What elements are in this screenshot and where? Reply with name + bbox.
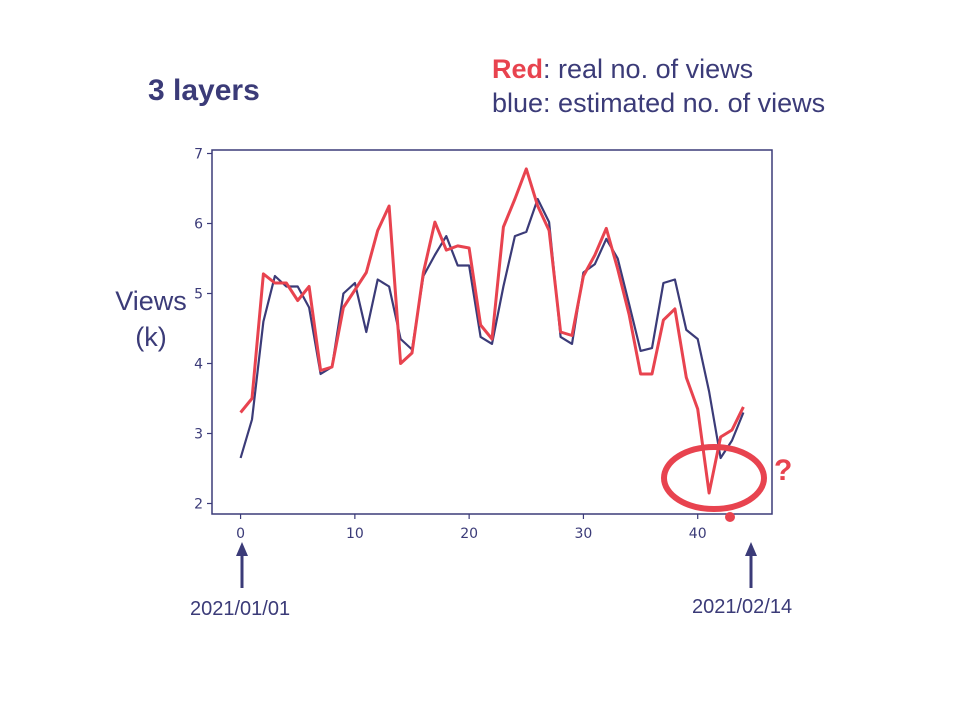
legend-red-text: : real no. of views (543, 54, 754, 84)
y-axis-label-line2: (k) (135, 322, 167, 352)
y-tick-label: 6 (194, 217, 203, 233)
series-lines (239, 167, 745, 495)
y-tick-label: 2 (194, 497, 203, 513)
legend-red-entry: Red: real no. of views (492, 52, 825, 86)
x-tick-label: 10 (346, 526, 364, 542)
question-mark: ? (774, 454, 793, 487)
x-tick-label: 30 (575, 526, 593, 542)
start-arrow (236, 542, 248, 588)
legend: Red: real no. of views blue: estimated n… (492, 52, 825, 120)
x-tick-label: 0 (236, 526, 245, 542)
y-axis-label-line1: Views (115, 286, 187, 316)
highlight-circle (661, 444, 767, 512)
legend-red-word: Red (492, 54, 544, 84)
end-date-label: 2021/02/14 (692, 596, 793, 618)
end-arrow (745, 542, 757, 588)
x-tick-label: 20 (460, 526, 478, 542)
y-tick-label: 7 (194, 147, 203, 163)
y-tick-label: 3 (194, 427, 203, 443)
y-axis-label: Views (k) (96, 283, 206, 355)
y-tick-label: 5 (194, 287, 203, 303)
slide-title: 3 layers (148, 74, 260, 107)
y-ticks: 2 3 4 5 6 7 (194, 147, 212, 513)
plot-frame (211, 149, 773, 515)
start-date-label: 2021/01/01 (190, 598, 291, 620)
y-tick-label: 4 (194, 357, 203, 373)
series-line-estimated (239, 197, 745, 460)
series-line-real (239, 167, 745, 495)
x-ticks: 0 10 20 30 40 (236, 514, 707, 542)
highlight-dot (725, 512, 735, 522)
x-tick-label: 40 (689, 526, 707, 542)
legend-blue-entry: blue: estimated no. of views (492, 88, 826, 118)
